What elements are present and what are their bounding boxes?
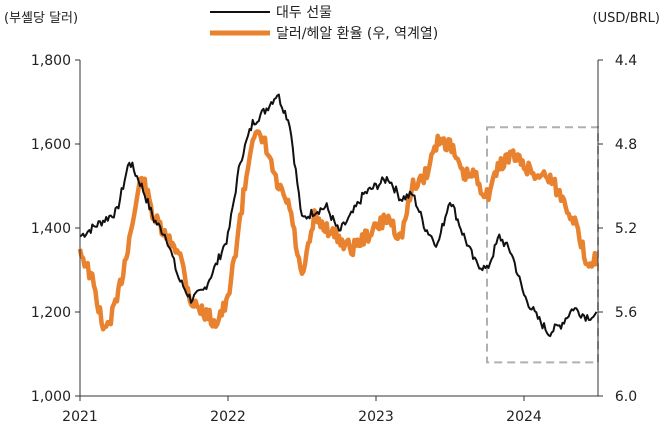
y-right-tick-label: 4.4 bbox=[615, 53, 637, 69]
legend-label-0: 대두 선물 bbox=[276, 5, 332, 21]
y-left-axis-label: (부셸당 달러) bbox=[4, 11, 78, 26]
y-right-tick-label: 5.2 bbox=[615, 221, 637, 237]
x-tick-label: 2021 bbox=[62, 409, 98, 425]
y-left-tick-label: 1,600 bbox=[31, 137, 71, 153]
x-tick-label: 2024 bbox=[506, 409, 542, 425]
y-right-axis-label: (USD/BRL) bbox=[593, 11, 661, 26]
y-left-tick-label: 1,400 bbox=[31, 221, 71, 237]
y-left-tick-label: 1,800 bbox=[31, 53, 71, 69]
series-line-0 bbox=[79, 93, 598, 338]
y-right-tick-label: 6.0 bbox=[615, 389, 637, 405]
y-right-tick-label: 5.6 bbox=[615, 305, 637, 321]
x-tick-label: 2022 bbox=[210, 409, 246, 425]
legend-label-1: 달러/헤알 환율 (우, 역계열) bbox=[276, 26, 438, 42]
x-tick-label: 2023 bbox=[358, 409, 394, 425]
y-left-tick-label: 1,200 bbox=[31, 305, 71, 321]
y-left-tick-label: 1,000 bbox=[31, 389, 71, 405]
y-right-tick-label: 4.8 bbox=[615, 137, 637, 153]
